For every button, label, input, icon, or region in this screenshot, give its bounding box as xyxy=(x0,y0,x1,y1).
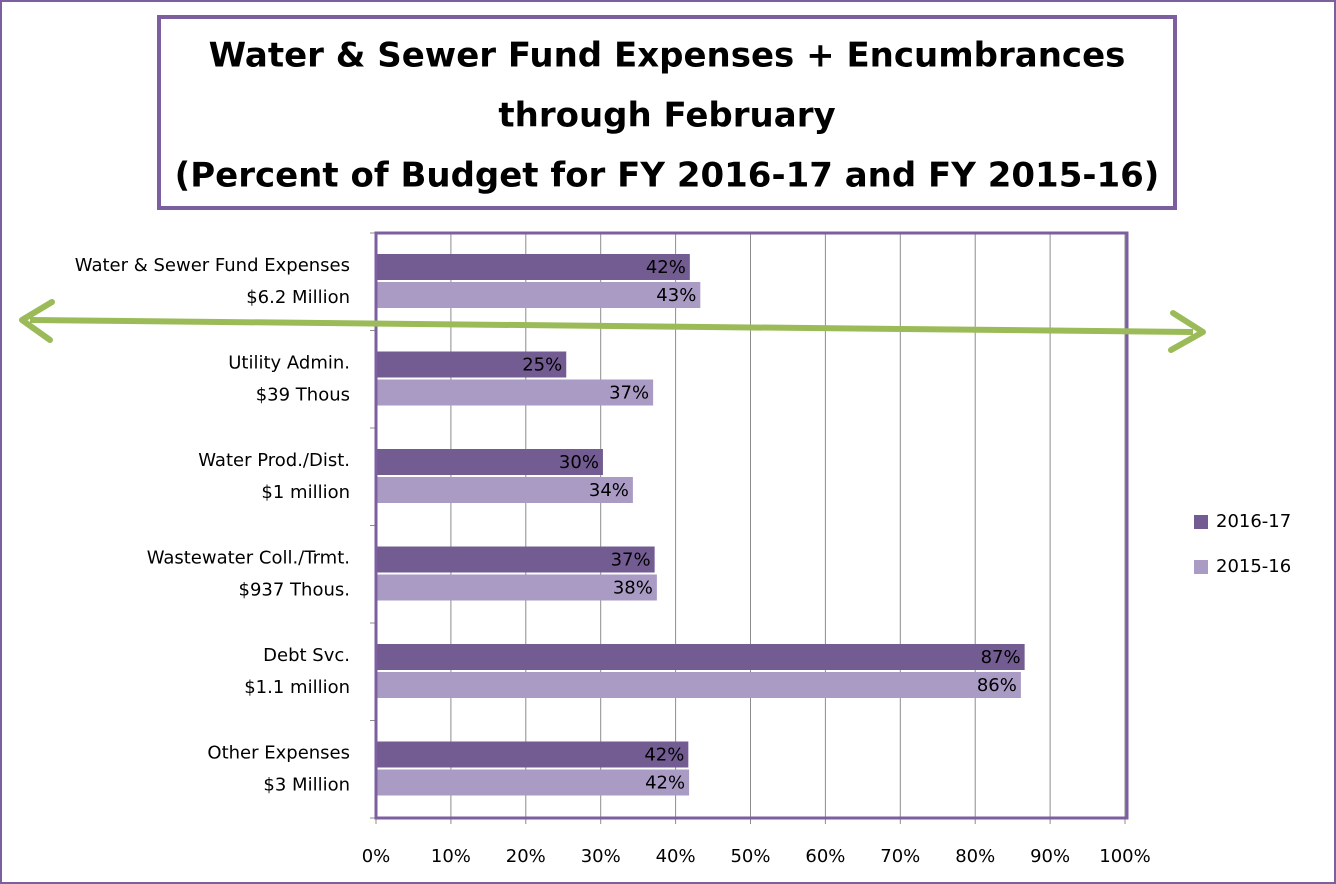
chart-title: through February xyxy=(498,96,835,136)
legend-label: 2016-17 xyxy=(1216,511,1291,532)
arrow-head xyxy=(1168,310,1206,353)
x-tick-label: 40% xyxy=(656,846,696,867)
x-tick-label: 20% xyxy=(506,846,546,867)
y-tick-label: Debt Svc. xyxy=(263,645,350,666)
chart-title: Water & Sewer Fund Expenses + Encumbranc… xyxy=(209,36,1126,76)
arrow-head xyxy=(19,299,55,343)
bar xyxy=(376,254,690,280)
bar xyxy=(376,644,1025,670)
data-label: 37% xyxy=(611,550,651,571)
chart-title: (Percent of Budget for FY 2016-17 and FY… xyxy=(175,156,1160,196)
data-label: 43% xyxy=(656,285,696,306)
data-label: 37% xyxy=(609,383,649,404)
data-label: 87% xyxy=(981,647,1021,668)
data-label: 38% xyxy=(613,578,653,599)
bar xyxy=(376,351,567,378)
annotation-arrow xyxy=(19,299,1206,353)
y-tick-label: Water Prod./Dist. xyxy=(198,450,350,471)
bar xyxy=(376,741,689,768)
bar xyxy=(376,546,655,573)
data-label: 42% xyxy=(645,773,685,794)
bar xyxy=(376,477,633,503)
legend-swatch xyxy=(1194,515,1208,529)
x-tick-label: 0% xyxy=(362,846,391,867)
data-label: 30% xyxy=(559,452,599,473)
bar xyxy=(376,574,657,601)
y-tick-label: $39 Thous xyxy=(256,384,350,405)
data-label: 42% xyxy=(646,257,686,278)
y-tick-label: Water & Sewer Fund Expenses xyxy=(75,255,350,276)
x-tick-label: 70% xyxy=(880,846,920,867)
bar xyxy=(376,672,1021,698)
x-tick-label: 90% xyxy=(1030,846,1070,867)
x-tick-label: 10% xyxy=(431,846,471,867)
data-label: 34% xyxy=(589,480,629,501)
bar xyxy=(376,282,701,308)
data-label: 25% xyxy=(522,355,562,376)
title-box xyxy=(157,15,1177,210)
x-tick-label: 80% xyxy=(955,846,995,867)
y-tick-label: Wastewater Coll./Trmt. xyxy=(147,547,350,568)
legend-swatch xyxy=(1194,560,1208,574)
y-tick-label: $937 Thous. xyxy=(239,579,350,600)
x-tick-label: 60% xyxy=(805,846,845,867)
bar xyxy=(376,379,654,406)
data-label: 42% xyxy=(644,745,684,766)
y-tick-label: Utility Admin. xyxy=(228,352,350,373)
y-tick-label: Other Expenses xyxy=(207,742,350,763)
plot-frame xyxy=(374,231,1129,820)
x-tick-label: 30% xyxy=(581,846,621,867)
legend-label: 2015-16 xyxy=(1216,556,1291,577)
x-tick-label: 100% xyxy=(1099,846,1150,867)
y-tick-label: $1 million xyxy=(261,482,350,503)
plot-area: 0% 10% 20% 30% 40% 50% 60% 70% 80% 90% 100% Water &… xyxy=(75,231,1291,867)
bar xyxy=(376,449,603,475)
y-tick-label: $3 Million xyxy=(263,774,350,795)
y-tick-label: $1.1 million xyxy=(244,677,350,698)
data-label: 86% xyxy=(977,675,1017,696)
x-tick-label: 50% xyxy=(730,846,770,867)
arrow-shaft xyxy=(29,317,1194,335)
y-tick-label: $6.2 Million xyxy=(246,287,350,308)
bar xyxy=(376,769,690,796)
